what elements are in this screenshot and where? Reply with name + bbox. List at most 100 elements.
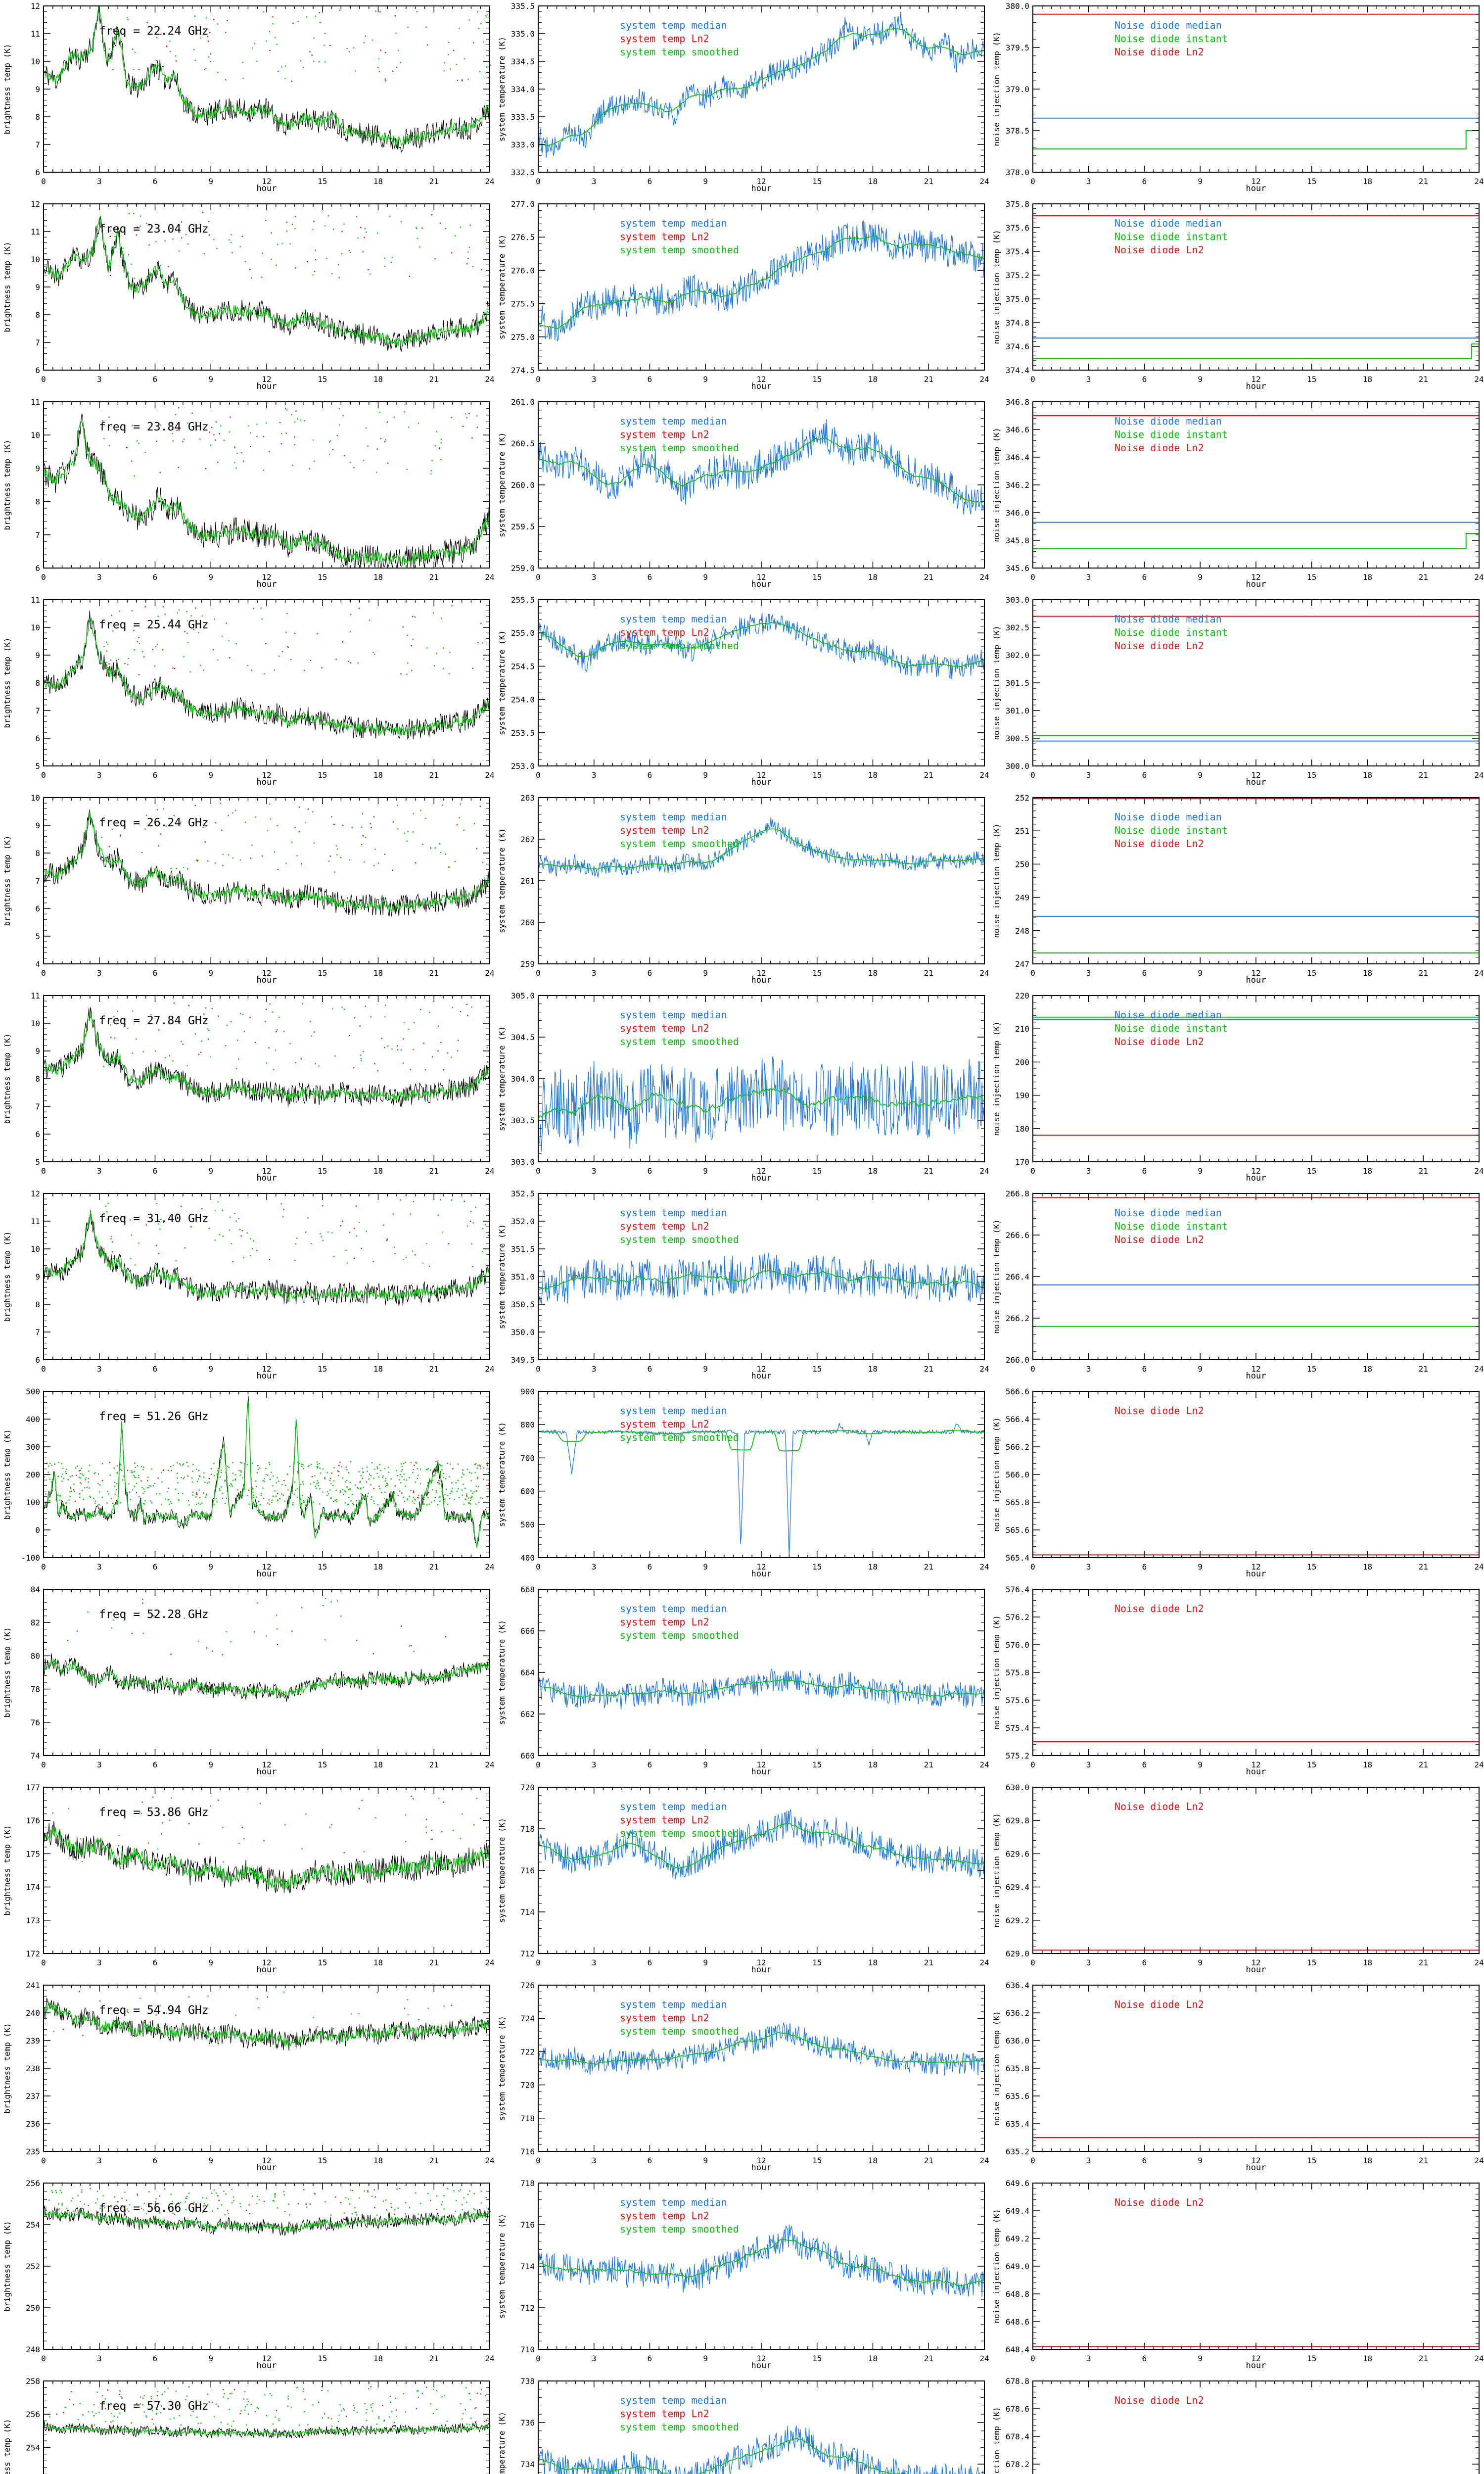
x-tick-label: 15 [1307, 375, 1316, 384]
y-tick-label: 266.0 [1006, 1355, 1029, 1365]
legend-entry: system temp median [620, 2394, 727, 2406]
x-tick-label: 21 [1419, 1364, 1428, 1374]
axes: 0 3 6 9 12 15 18 21 24 259 260 261 262 263 [520, 793, 989, 978]
y-tick-label: 253.5 [511, 728, 535, 738]
y-axis-label: noise injection temp (K) [992, 1219, 1001, 1333]
x-tick-label: 12 [756, 1760, 766, 1769]
series-system-median [538, 817, 985, 878]
y-tick-label: 575.6 [1006, 1696, 1029, 1705]
y-tick-label: 12 [31, 1189, 40, 1198]
noise-diode-plot: Noise diode median Noise diode instant Noi… [989, 792, 1484, 990]
x-tick-label: 18 [1363, 572, 1372, 582]
freq-label: freq = 54.94 GHz [99, 2004, 209, 2017]
y-tick-label: 346.8 [1006, 397, 1029, 407]
x-tick-label: 21 [429, 2354, 439, 2363]
x-tick-label: 12 [756, 2354, 766, 2363]
x-tick-label: 6 [1142, 968, 1147, 978]
x-tick-label: 3 [592, 770, 597, 780]
y-tick-label: 649.2 [1006, 2234, 1029, 2243]
series-brightness-green [43, 2424, 490, 2437]
x-axis-label: hour [257, 1371, 277, 1381]
noise-diode-plot: Noise diode median Noise diode instant Noi… [989, 396, 1484, 594]
y-tick-label: 172 [26, 1949, 40, 1958]
x-tick-label: 15 [1307, 968, 1316, 978]
x-tick-label: 9 [703, 2156, 708, 2165]
x-tick-label: 9 [703, 1562, 708, 1571]
x-axis-label: hour [751, 184, 772, 193]
y-tick-label: 648.8 [1006, 2289, 1029, 2299]
y-tick-label: 500 [26, 1387, 40, 1396]
legend-entry: system temp median [620, 1405, 727, 1417]
y-tick-label: 352.5 [511, 1189, 535, 1198]
y-tick-label: 378.0 [1006, 168, 1029, 177]
x-tick-label: 3 [1086, 177, 1091, 186]
noise-diode-plot: Noise diode median Noise diode instant Noi… [989, 0, 1484, 198]
x-tick-label: 9 [703, 1760, 708, 1769]
y-tick-label: 649.6 [1006, 2179, 1029, 2188]
legend-entry: system temp Ln2 [620, 1814, 709, 1826]
system-temp-plot: system temp median system temp Ln2 system … [495, 0, 989, 198]
y-tick-label: 714 [520, 2262, 535, 2271]
y-tick-label: 252 [1015, 793, 1029, 803]
y-tick-label: 576.4 [1006, 1585, 1029, 1594]
y-tick-label: 260 [520, 918, 535, 927]
system-legend: system temp median system temp Ln2system … [620, 2196, 739, 2235]
x-tick-label: 0 [536, 1958, 541, 1967]
x-axis-label: hour [1246, 1767, 1266, 1777]
x-axis-label: hour [751, 1173, 772, 1183]
series-system-smoothed [538, 1088, 985, 1119]
x-tick-label: 18 [1363, 1760, 1372, 1769]
x-tick-label: 24 [979, 968, 989, 978]
x-axis-label: hour [751, 1965, 772, 1975]
legend-entry: system temp median [620, 613, 727, 625]
x-tick-label: 9 [1198, 572, 1203, 582]
x-tick-label: 3 [1086, 770, 1091, 780]
system-temp-plot: system temp median system temp Ln2 system … [495, 2375, 989, 2474]
y-axis-label: system temperature (K) [497, 2214, 507, 2319]
y-tick-label: 303.0 [511, 1157, 535, 1167]
x-tick-label: 6 [153, 572, 158, 582]
x-tick-label: 15 [318, 1166, 327, 1176]
x-tick-label: 9 [1198, 2354, 1203, 2363]
y-tick-label: 346.2 [1006, 480, 1029, 490]
x-tick-label: 6 [153, 770, 158, 780]
axes: 0 3 6 9 12 15 18 21 24 6 7 8 9 10 11 12 [31, 1, 495, 186]
x-tick-label: 18 [1363, 1958, 1372, 1967]
x-tick-label: 15 [318, 2354, 327, 2363]
x-tick-label: 24 [485, 1760, 494, 1769]
series-raw-black [43, 1653, 490, 1702]
brightness-plot-svg: freq = 23.04 GHz 0 3 6 9 12 15 18 21 24 6 7 8 9 10 11 12… [2, 199, 495, 391]
x-tick-label: 18 [1363, 968, 1372, 978]
x-tick-label: 0 [536, 1562, 541, 1571]
y-tick-label: 716 [520, 1866, 535, 1875]
y-tick-label: 662 [520, 1710, 535, 1719]
x-tick-label: 3 [97, 572, 102, 582]
x-tick-label: 24 [485, 1562, 494, 1571]
y-tick-label: 660 [520, 1751, 535, 1760]
x-tick-label: 0 [41, 1364, 46, 1374]
y-tick-label: 566.2 [1006, 1442, 1029, 1452]
y-tick-label: 256 [26, 2179, 40, 2188]
y-axis-label: noise injection temp (K) [992, 823, 1001, 938]
series-brightness-green [43, 1211, 490, 1300]
y-tick-label: 9 [35, 1047, 40, 1056]
legend-entry: system temp median [620, 1998, 727, 2010]
x-tick-label: 18 [868, 375, 878, 384]
noise-legend: Noise diode Ln2 [1114, 2394, 1204, 2406]
x-tick-label: 24 [485, 1958, 494, 1967]
y-tick-label: 635.8 [1006, 2064, 1029, 2073]
x-tick-label: 6 [648, 2354, 652, 2363]
x-tick-label: 15 [812, 1364, 822, 1374]
scatter-dots [103, 1199, 489, 1267]
x-tick-label: 12 [756, 177, 766, 186]
freq-label: freq = 23.84 GHz [99, 421, 209, 433]
y-tick-label: 275.0 [511, 333, 535, 342]
y-axis-label: brightness temp (K) [2, 44, 12, 134]
y-tick-label: 239 [26, 2036, 40, 2046]
y-tick-label: 84 [31, 1585, 40, 1594]
series-brightness-green [43, 421, 490, 565]
x-tick-label: 21 [1419, 177, 1428, 186]
brightness-plot-svg: freq = 54.94 GHz 0 3 6 9 12 15 18 21 24 235 236 237 2… [2, 1981, 495, 2173]
